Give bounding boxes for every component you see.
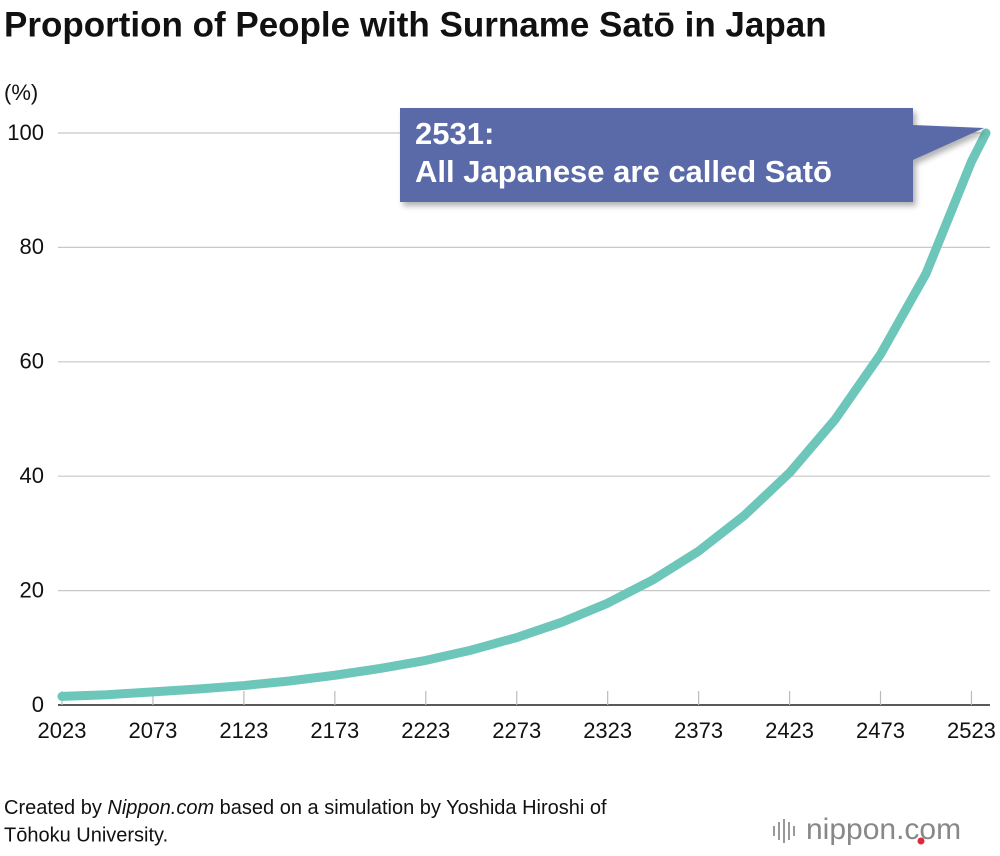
y-tick-label: 100 — [7, 120, 44, 145]
x-tick-label: 2323 — [583, 718, 632, 743]
source-part: based on a simulation by Yoshida Hiroshi… — [214, 797, 607, 819]
line — [57, 128, 991, 701]
x-tick-label: 2423 — [765, 718, 814, 743]
x-tick-label: 2223 — [401, 718, 450, 743]
x-tick-label: 2473 — [856, 718, 905, 743]
x-tick-label: 2023 — [38, 718, 87, 743]
annotation: 2531: — [415, 116, 494, 151]
y-tick-label: 60 — [20, 349, 44, 374]
y-tick-label: 0 — [32, 692, 44, 717]
y-tick-label: 80 — [20, 234, 44, 259]
logo-dot — [917, 837, 925, 845]
x-tick-label: 2273 — [492, 718, 541, 743]
logo-part: nippon — [806, 813, 896, 846]
source-part: Created by — [4, 797, 107, 819]
callout — [400, 108, 984, 202]
y-axis-label: (%) — [4, 80, 38, 105]
source: Tōhoku University. — [4, 824, 168, 846]
logo: nippon.com — [806, 813, 961, 846]
x-tick-label: 2073 — [128, 718, 177, 743]
x-tick-label: 2173 — [310, 718, 359, 743]
x-tick-label: 2123 — [219, 718, 268, 743]
source: Created by Nippon.com based on a simulat… — [4, 797, 607, 819]
chart-title: Proportion of People with Surname Satō i… — [4, 5, 827, 44]
annotation: All Japanese are called Satō — [415, 154, 832, 189]
logo-icon — [773, 819, 795, 843]
y-tick-label: 40 — [20, 463, 44, 488]
x-tick-label: 2523 — [947, 718, 996, 743]
logo-part: .com — [896, 813, 961, 846]
y-tick-label: 20 — [20, 577, 44, 602]
x-tick-label: 2373 — [674, 718, 723, 743]
source-part: Nippon.com — [107, 797, 214, 819]
